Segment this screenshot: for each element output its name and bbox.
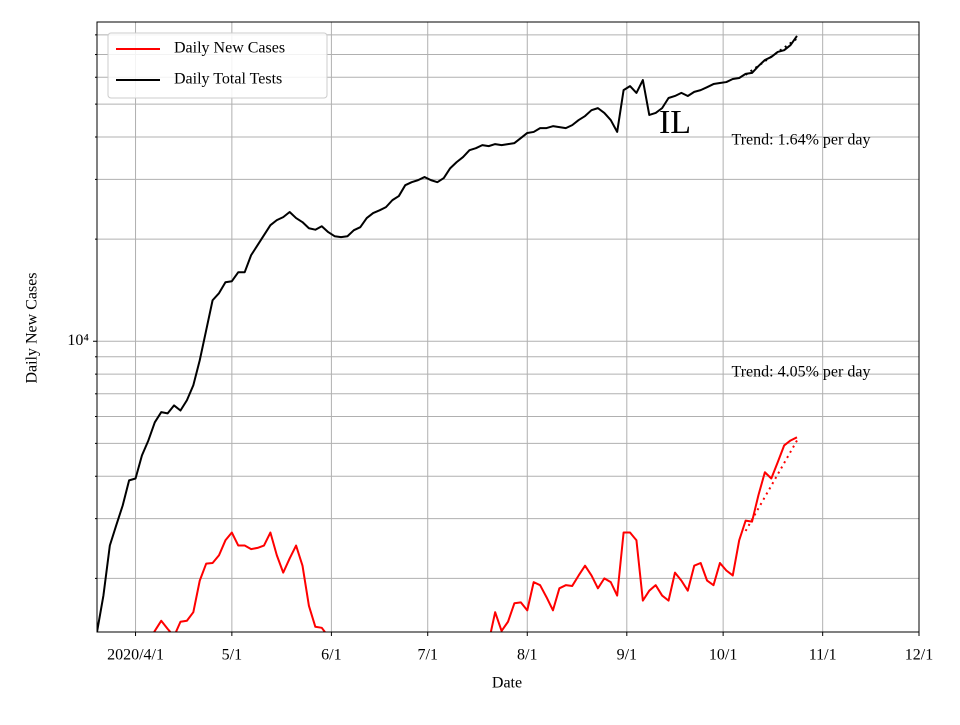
x-tick-label: 10/1	[709, 647, 737, 664]
x-tick-label: 5/1	[222, 647, 242, 664]
annotation: Trend: 4.05% per day	[732, 364, 871, 381]
legend-box	[107, 32, 328, 99]
legend: Daily New Cases Daily Total Tests	[107, 32, 328, 99]
x-tick-label: 7/1	[418, 647, 438, 664]
x-tick-label: 2020/4/1	[107, 647, 164, 664]
series-line	[97, 35, 798, 632]
legend-label: Daily New Cases	[174, 40, 285, 57]
x-axis-label: Date	[492, 675, 522, 692]
x-tick-label: 11/1	[809, 647, 837, 664]
series-line	[153, 436, 798, 632]
legend-label: Daily Total Tests	[174, 71, 282, 88]
grid-layer	[97, 22, 920, 632]
plot-frame	[96, 21, 920, 633]
x-tick-label: 9/1	[617, 647, 637, 664]
chart-title: IL	[659, 104, 691, 141]
series-layer	[97, 35, 798, 632]
y-axis-label: Daily New Cases	[24, 272, 41, 383]
annotation: Trend: 1.64% per day	[732, 132, 871, 149]
x-tick-label: 12/1	[905, 647, 933, 664]
x-tick-label: 6/1	[321, 647, 341, 664]
trend-line	[745, 37, 798, 76]
x-tick-label: 8/1	[517, 647, 537, 664]
y-tick-label: 10⁴	[67, 332, 89, 349]
